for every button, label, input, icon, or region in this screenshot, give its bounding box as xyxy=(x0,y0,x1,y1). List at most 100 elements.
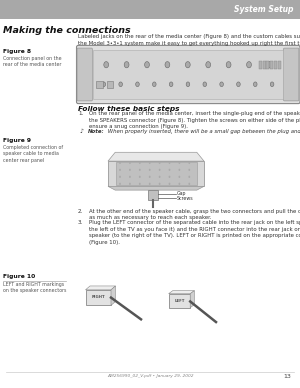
Text: Labeled jacks on the rear of the media center (Figure 8) and the custom cables s: Labeled jacks on the rear of the media c… xyxy=(78,34,300,39)
Text: LEFT: LEFT xyxy=(174,299,184,303)
Circle shape xyxy=(149,162,151,164)
Circle shape xyxy=(178,183,180,185)
Circle shape xyxy=(139,176,141,178)
Text: Figure 9: Figure 9 xyxy=(3,138,31,143)
Circle shape xyxy=(119,176,121,178)
Polygon shape xyxy=(85,286,116,290)
Text: Note:: Note: xyxy=(88,129,104,134)
Polygon shape xyxy=(108,161,204,186)
Text: the Model 3•3•1 system make it easy to get everything hooked up right the first : the Model 3•3•1 system make it easy to g… xyxy=(78,41,300,46)
Text: When properly inserted, there will be a small gap between the plug and the panel: When properly inserted, there will be a … xyxy=(106,129,300,134)
Circle shape xyxy=(267,62,272,68)
Text: 2.: 2. xyxy=(78,209,83,214)
Bar xyxy=(96,81,103,88)
Text: Making the connections: Making the connections xyxy=(3,26,130,35)
Circle shape xyxy=(136,82,139,87)
Circle shape xyxy=(188,169,190,171)
Circle shape xyxy=(129,169,131,171)
Bar xyxy=(85,290,111,305)
Bar xyxy=(0,0,300,19)
Text: ♪: ♪ xyxy=(80,129,83,134)
Text: Completed connection of
speaker cable to media
center rear panel: Completed connection of speaker cable to… xyxy=(3,145,63,163)
Text: On the rear panel of the media center, insert the single-plug end of the speaker: On the rear panel of the media center, i… xyxy=(89,111,300,129)
Text: 13: 13 xyxy=(283,374,291,379)
Text: System Setup: System Setup xyxy=(235,5,294,14)
Circle shape xyxy=(129,183,131,185)
Circle shape xyxy=(169,183,170,185)
Circle shape xyxy=(119,82,122,87)
Circle shape xyxy=(149,169,151,171)
Circle shape xyxy=(124,62,129,68)
Circle shape xyxy=(149,176,151,178)
Circle shape xyxy=(139,162,141,164)
Circle shape xyxy=(165,62,170,68)
Bar xyxy=(106,81,113,88)
Bar xyxy=(278,61,281,69)
Circle shape xyxy=(254,82,257,87)
Circle shape xyxy=(119,169,121,171)
Circle shape xyxy=(188,183,190,185)
Circle shape xyxy=(186,82,190,87)
Circle shape xyxy=(129,162,131,164)
Polygon shape xyxy=(190,291,194,308)
FancyBboxPatch shape xyxy=(284,48,299,101)
Circle shape xyxy=(119,183,121,185)
Circle shape xyxy=(139,169,141,171)
Text: 1.: 1. xyxy=(78,111,83,116)
Circle shape xyxy=(270,82,274,87)
Circle shape xyxy=(129,176,131,178)
FancyBboxPatch shape xyxy=(76,45,300,104)
Text: At the other end of the speaker cable, grasp the two connectors and pull the cab: At the other end of the speaker cable, g… xyxy=(89,209,300,220)
Circle shape xyxy=(169,176,170,178)
Text: Plug the LEFT connector of the separated cable into the rear jack on the left sp: Plug the LEFT connector of the separated… xyxy=(89,220,300,244)
Circle shape xyxy=(104,62,109,68)
Circle shape xyxy=(159,176,161,178)
Bar xyxy=(274,61,277,69)
Bar xyxy=(262,61,266,69)
FancyBboxPatch shape xyxy=(77,48,92,101)
Circle shape xyxy=(159,169,161,171)
Circle shape xyxy=(178,162,180,164)
Circle shape xyxy=(188,162,190,164)
Circle shape xyxy=(169,82,173,87)
Circle shape xyxy=(145,62,149,68)
Text: Gap: Gap xyxy=(177,191,187,196)
Circle shape xyxy=(178,176,180,178)
Polygon shape xyxy=(108,152,204,161)
Circle shape xyxy=(220,82,224,87)
Circle shape xyxy=(188,176,190,178)
Polygon shape xyxy=(111,286,116,305)
Polygon shape xyxy=(169,291,194,294)
Polygon shape xyxy=(108,186,204,190)
Bar xyxy=(270,61,273,69)
Circle shape xyxy=(152,82,156,87)
Bar xyxy=(259,61,262,69)
Circle shape xyxy=(149,183,151,185)
Circle shape xyxy=(169,169,170,171)
Text: RIGHT: RIGHT xyxy=(92,295,105,299)
Bar xyxy=(169,294,190,308)
Text: Screws: Screws xyxy=(177,196,194,201)
Bar xyxy=(116,163,196,185)
Text: Follow these basic steps: Follow these basic steps xyxy=(78,106,179,112)
Bar xyxy=(266,61,269,69)
Text: AM256990_02_V.pdf • January 29, 2002: AM256990_02_V.pdf • January 29, 2002 xyxy=(107,374,193,378)
Circle shape xyxy=(226,62,231,68)
Text: Connection panel on the
rear of the media center: Connection panel on the rear of the medi… xyxy=(3,56,61,67)
Text: 3.: 3. xyxy=(78,220,83,225)
Circle shape xyxy=(185,62,190,68)
Circle shape xyxy=(139,183,141,185)
Text: Figure 8: Figure 8 xyxy=(3,48,31,54)
Bar xyxy=(93,50,283,99)
Text: LEFT and RIGHT markings
on the speaker connectors: LEFT and RIGHT markings on the speaker c… xyxy=(3,282,66,293)
Circle shape xyxy=(169,162,170,164)
Text: Figure 10: Figure 10 xyxy=(3,274,35,279)
Circle shape xyxy=(237,82,240,87)
Circle shape xyxy=(206,62,211,68)
Circle shape xyxy=(178,169,180,171)
Circle shape xyxy=(102,82,106,87)
Circle shape xyxy=(119,162,121,164)
Circle shape xyxy=(247,62,251,68)
Circle shape xyxy=(203,82,207,87)
Bar xyxy=(148,190,158,200)
